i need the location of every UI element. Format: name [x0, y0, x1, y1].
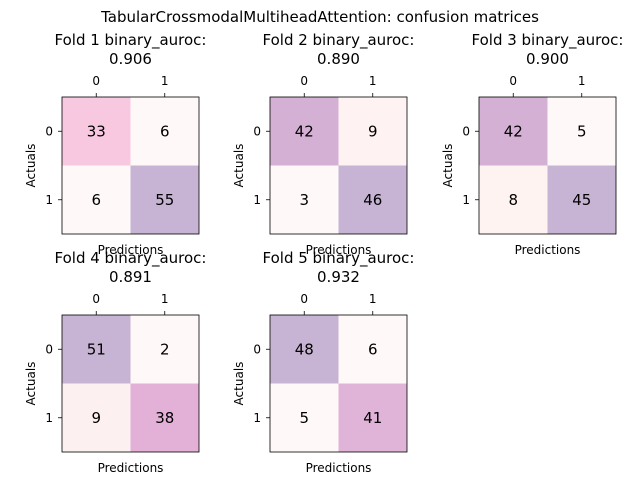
y-tick-label: 0 [253, 124, 261, 138]
panel-title-line: Fold 1 binary_auroc: [55, 31, 207, 50]
matrix-cell [62, 315, 131, 384]
matrix-cell [270, 165, 339, 234]
panel-title-line: Fold 2 binary_auroc: [263, 31, 415, 50]
y-axis-label: Actuals [232, 144, 246, 188]
y-axis-label: Actuals [24, 362, 38, 406]
x-axis-label: Predictions [515, 243, 581, 257]
matrix-cell [62, 165, 131, 234]
panel-title-line: Fold 5 binary_auroc: [263, 249, 415, 268]
cell-value-label: 45 [572, 191, 591, 209]
cell-value-label: 2 [160, 340, 170, 358]
y-tick-label: 0 [45, 342, 53, 356]
matrix-cell [130, 383, 199, 452]
y-tick-label: 1 [45, 411, 53, 425]
y-tick-label: 1 [253, 193, 261, 207]
confusion-matrix-fold-4: Fold 4 binary_auroc:0.891 51 2 9 38 0 1 0 1 Predi… [24, 249, 207, 475]
matrix-cell [479, 165, 548, 234]
matrix-cell [338, 97, 407, 166]
matrix-frame [269, 314, 408, 453]
matrix-frame [61, 96, 200, 235]
panel-title-line: 0.932 [317, 268, 360, 286]
matrix-cell [130, 165, 199, 234]
matrix-frame [478, 96, 617, 235]
cell-value-label: 3 [299, 191, 309, 209]
cell-value-label: 9 [368, 122, 378, 140]
x-tick-label: 1 [369, 292, 377, 306]
cell-value-label: 42 [295, 122, 314, 140]
cell-value-label: 55 [155, 191, 174, 209]
cell-value-label: 51 [87, 340, 106, 358]
x-tick-label: 1 [161, 292, 169, 306]
cell-value-label: 38 [155, 409, 174, 427]
matrix-frame [269, 96, 408, 235]
x-tick-label: 1 [369, 74, 377, 88]
y-tick-label: 1 [253, 411, 261, 425]
panel-title-line: 0.906 [109, 50, 152, 68]
y-tick-label: 1 [462, 193, 470, 207]
panel-title-line: 0.891 [109, 268, 152, 286]
cell-value-label: 46 [363, 191, 382, 209]
cell-value-label: 5 [577, 122, 587, 140]
cell-value-label: 33 [87, 122, 106, 140]
matrix-frame [61, 314, 200, 453]
confusion-matrix-fold-5: Fold 5 binary_auroc:0.932 48 6 5 41 0 1 0 1 Predi… [232, 249, 415, 475]
y-axis-label: Actuals [232, 362, 246, 406]
cell-value-label: 48 [295, 340, 314, 358]
matrix-cell [547, 165, 616, 234]
x-axis-label: Predictions [306, 461, 372, 475]
cell-value-label: 6 [160, 122, 170, 140]
matrix-cell [130, 315, 199, 384]
matrix-cell [338, 315, 407, 384]
x-tick-label: 1 [161, 74, 169, 88]
matrix-cell [270, 315, 339, 384]
x-tick-label: 0 [509, 74, 517, 88]
x-axis-label: Predictions [98, 461, 164, 475]
x-axis-label: Predictions [98, 243, 164, 257]
matrix-cell [338, 165, 407, 234]
cell-value-label: 6 [91, 191, 101, 209]
matrix-cell [62, 97, 131, 166]
confusion-matrix-fold-2: Fold 2 binary_auroc:0.890 42 9 3 46 0 1 0 1 Predi… [232, 31, 415, 257]
matrix-cell [62, 383, 131, 452]
panel-title-line: Fold 3 binary_auroc: [472, 31, 624, 50]
panel-title-line: 0.900 [526, 50, 569, 68]
confusion-matrix-fold-1: Fold 1 binary_auroc:0.906 33 6 6 55 0 1 0 1 Predi… [24, 31, 207, 257]
y-tick-label: 0 [253, 342, 261, 356]
x-tick-label: 0 [92, 74, 100, 88]
matrix-cell [338, 383, 407, 452]
matrix-cell [479, 97, 548, 166]
x-tick-label: 0 [300, 292, 308, 306]
figure-title: TabularCrossmodalMultiheadAttention: con… [100, 8, 539, 26]
x-tick-label: 0 [300, 74, 308, 88]
matrix-cell [270, 383, 339, 452]
y-axis-label: Actuals [24, 144, 38, 188]
x-axis-label: Predictions [306, 243, 372, 257]
cell-value-label: 8 [508, 191, 518, 209]
cell-value-label: 5 [299, 409, 309, 427]
matrix-cell [130, 97, 199, 166]
x-tick-label: 0 [92, 292, 100, 306]
panel-title-line: 0.890 [317, 50, 360, 68]
y-tick-label: 1 [45, 193, 53, 207]
matrix-cell [547, 97, 616, 166]
cell-value-label: 42 [504, 122, 523, 140]
cell-value-label: 9 [91, 409, 101, 427]
y-tick-label: 0 [462, 124, 470, 138]
y-axis-label: Actuals [441, 144, 455, 188]
panel-title-line: Fold 4 binary_auroc: [55, 249, 207, 268]
x-tick-label: 1 [578, 74, 586, 88]
matrix-cell [270, 97, 339, 166]
cell-value-label: 6 [368, 340, 378, 358]
y-tick-label: 0 [45, 124, 53, 138]
confusion-matrix-fold-3: Fold 3 binary_auroc:0.900 42 5 8 45 0 1 0 1 Predi… [441, 31, 624, 257]
cell-value-label: 41 [363, 409, 382, 427]
